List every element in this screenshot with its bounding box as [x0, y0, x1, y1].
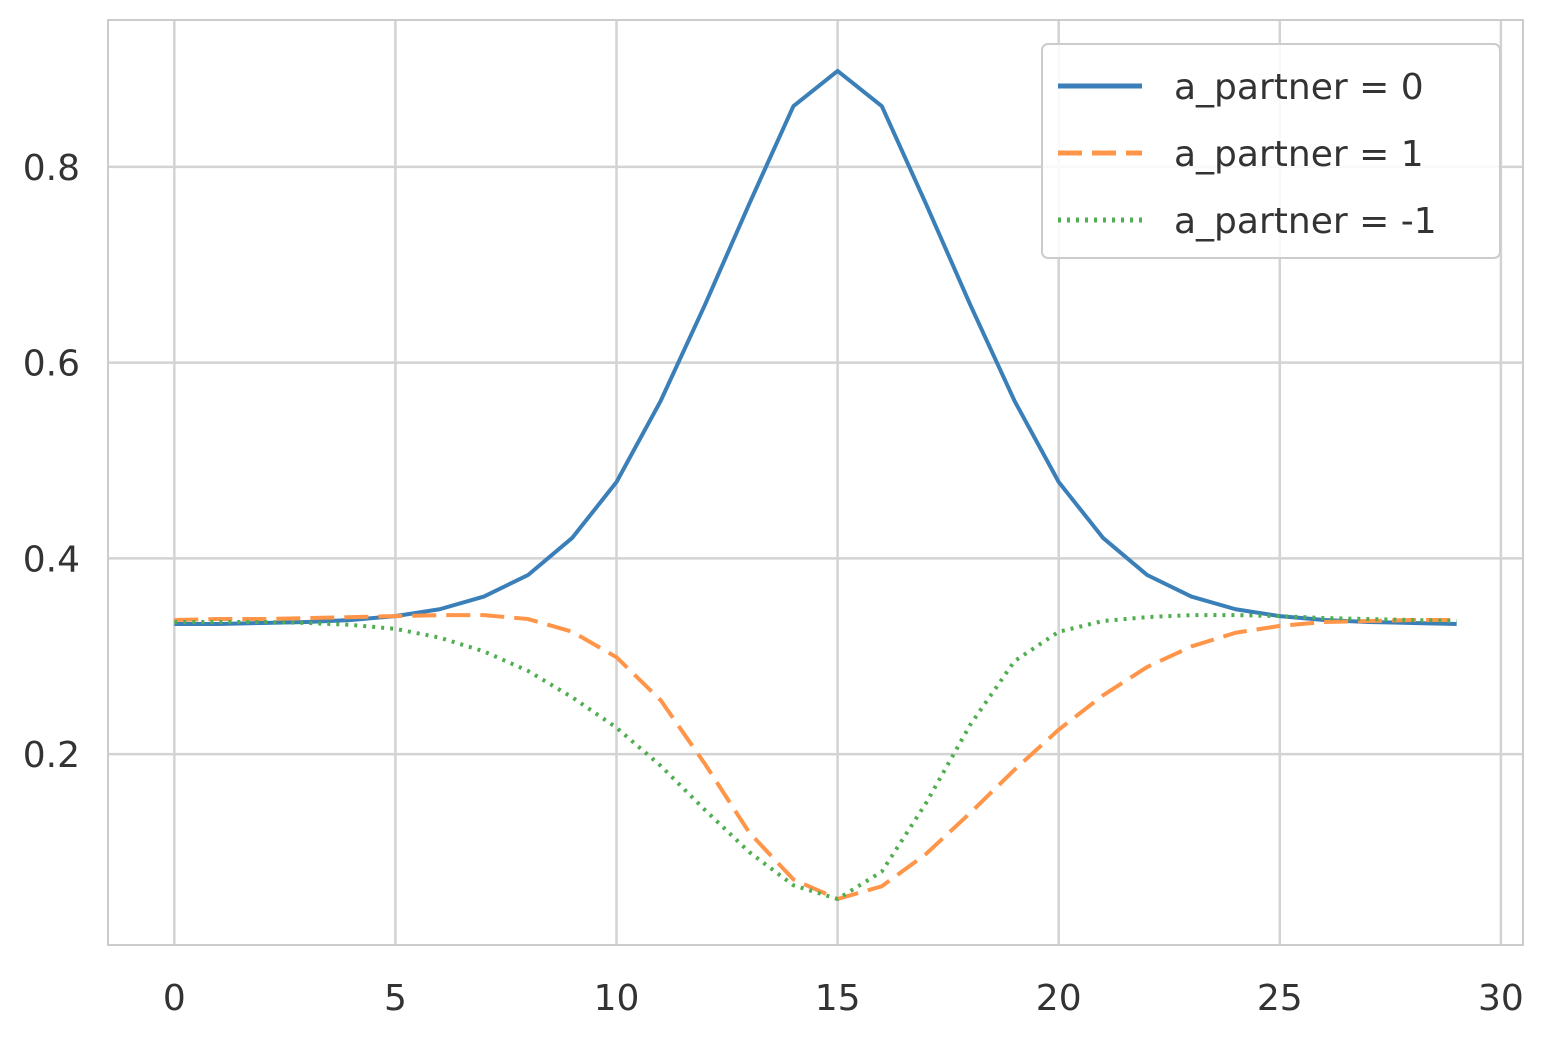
y-axis-tick-labels: 0.2 0.4 0.6 0.8 [23, 148, 80, 776]
y-tick-label: 0.6 [23, 344, 80, 385]
legend: a_partner = 0 a_partner = 1 a_partner = -1 [1041, 43, 1501, 259]
legend-box [1041, 43, 1501, 259]
x-tick-label: 5 [384, 978, 407, 1019]
legend-label-1: a_partner = 1 [1174, 134, 1424, 175]
x-tick-label: 15 [815, 978, 861, 1019]
series-line-2 [174, 613, 1457, 901]
y-tick-label: 0.2 [23, 735, 80, 776]
x-tick-label: 25 [1257, 978, 1303, 1019]
y-tick-label: 0.8 [23, 148, 80, 189]
series-line-1 [174, 613, 1457, 901]
x-tick-label: 30 [1478, 978, 1524, 1019]
y-tick-label: 0.4 [23, 539, 80, 580]
x-tick-label: 0 [163, 978, 186, 1019]
series-lines [174, 68, 1457, 901]
plot-area-frame [107, 19, 1524, 946]
legend-label-2: a_partner = -1 [1174, 201, 1437, 242]
x-tick-label: 10 [594, 978, 640, 1019]
legend-label-0: a_partner = 0 [1174, 67, 1424, 108]
x-tick-label: 20 [1036, 978, 1082, 1019]
x-axis-tick-labels: 0 5 10 15 20 25 30 [163, 978, 1524, 1019]
